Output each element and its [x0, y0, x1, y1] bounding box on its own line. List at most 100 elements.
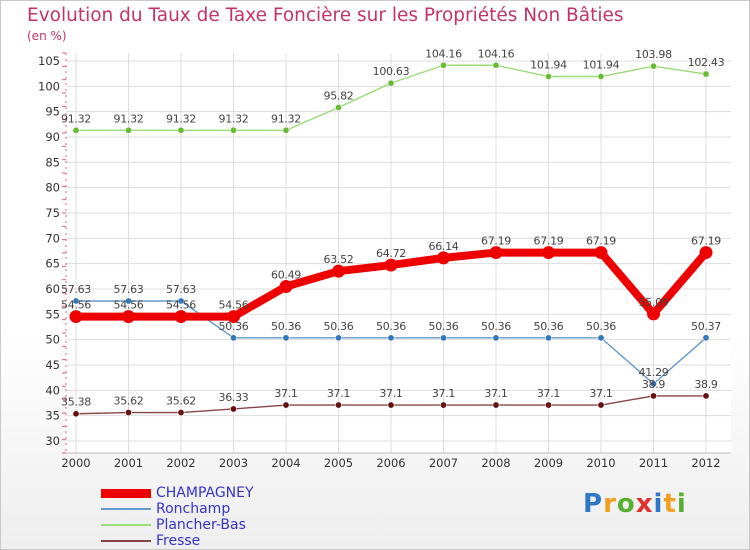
- data-point-plancher-bas: [125, 126, 133, 134]
- data-label-plancher-bas: 91.32: [114, 112, 144, 125]
- data-label-champagney: 54.56: [166, 299, 196, 312]
- data-label-fresse: 37.1: [432, 387, 455, 400]
- y-tick-label: 105: [38, 54, 60, 68]
- data-label-plancher-bas: 91.32: [166, 112, 196, 125]
- data-point-ronchamp: [649, 380, 657, 388]
- y-tick-label: 40: [45, 383, 60, 397]
- y-tick-label: 65: [45, 257, 60, 271]
- data-label-fresse: 35.62: [114, 395, 144, 408]
- x-tick-label: 2002: [166, 456, 195, 470]
- data-point-champagney: [69, 310, 83, 324]
- x-tick-label: 2009: [534, 456, 563, 470]
- data-point-plancher-bas: [492, 61, 500, 69]
- data-label-ronchamp: 50.37: [691, 320, 721, 333]
- data-label-champagney: 67.19: [586, 235, 616, 248]
- data-label-plancher-bas: 95.82: [324, 90, 354, 103]
- data-point-ronchamp: [125, 297, 133, 305]
- data-point-fresse: [544, 401, 552, 409]
- logo-letter: P: [583, 489, 604, 519]
- data-point-champagney: [542, 246, 555, 260]
- data-point-fresse: [282, 401, 290, 409]
- data-label-plancher-bas: 101.94: [530, 59, 567, 72]
- x-tick-label: 2005: [324, 456, 353, 470]
- data-label-champagney: 54.56: [114, 299, 144, 312]
- plot-area: [66, 53, 731, 453]
- data-label-ronchamp: 50.36: [429, 320, 459, 333]
- data-point-plancher-bas: [544, 73, 552, 81]
- logo-letter: x: [635, 489, 654, 519]
- data-label-champagney: 66.14: [429, 240, 459, 253]
- proxiti-logo: Proxiti: [583, 489, 687, 519]
- logo-letter: o: [616, 489, 636, 519]
- data-label-plancher-bas: 101.94: [583, 59, 620, 72]
- data-point-champagney: [384, 258, 398, 272]
- legend-label: CHAMPAGNEY: [156, 485, 254, 501]
- data-label-fresse: 38.9: [642, 378, 666, 391]
- data-label-ronchamp: 50.36: [324, 320, 354, 333]
- data-label-champagney: 54.56: [219, 299, 249, 312]
- logo-letter: r: [603, 489, 617, 519]
- data-point-fresse: [492, 401, 500, 409]
- legend-item: Ronchamp: [101, 501, 254, 517]
- data-point-ronchamp: [439, 334, 447, 342]
- y-tick-label: 35: [45, 409, 60, 423]
- data-point-champagney: [437, 251, 450, 265]
- data-point-plancher-bas: [702, 70, 710, 78]
- y-tick-label: 95: [45, 105, 60, 119]
- logo-letter: i: [676, 489, 687, 519]
- data-label-plancher-bas: 103.98: [635, 48, 672, 61]
- data-label-plancher-bas: 104.16: [425, 47, 462, 60]
- legend-swatch: [101, 488, 151, 498]
- data-label-champagney: 54.56: [61, 299, 91, 312]
- y-tick-label: 55: [45, 307, 60, 321]
- legend-item: Fresse: [101, 533, 254, 549]
- data-label-champagney: 60.49: [271, 269, 301, 282]
- data-label-champagney: 64.72: [376, 247, 406, 260]
- x-tick-label: 2008: [481, 456, 510, 470]
- data-label-fresse: 37.1: [379, 387, 402, 400]
- data-point-ronchamp: [230, 334, 238, 342]
- data-label-champagney: 67.19: [534, 235, 564, 248]
- legend-item: Plancher-Bas: [101, 517, 254, 533]
- data-label-champagney: 67.19: [481, 235, 511, 248]
- y-tick-label: 70: [45, 231, 60, 245]
- data-point-fresse: [230, 405, 238, 413]
- x-tick-label: 2003: [219, 456, 248, 470]
- legend-swatch: [101, 540, 151, 542]
- x-tick-label: 2007: [429, 456, 458, 470]
- data-label-ronchamp: 50.36: [376, 320, 406, 333]
- data-label-ronchamp: 50.36: [481, 320, 511, 333]
- chart-title: Evolution du Taux de Taxe Foncière sur l…: [27, 5, 624, 26]
- data-point-fresse: [72, 410, 80, 418]
- y-tick-label: 60: [45, 282, 60, 296]
- data-point-fresse: [177, 409, 185, 417]
- x-tick-label: 2010: [586, 456, 615, 470]
- data-label-plancher-bas: 102.43: [688, 56, 725, 69]
- x-tick-label: 2001: [114, 456, 143, 470]
- y-tick-label: 30: [45, 434, 60, 448]
- legend-label: Fresse: [156, 533, 201, 549]
- data-label-fresse: 37.1: [589, 387, 612, 400]
- data-label-fresse: 35.38: [61, 396, 91, 409]
- data-label-ronchamp: 50.36: [271, 320, 301, 333]
- data-label-champagney: 67.19: [691, 235, 721, 248]
- data-point-plancher-bas: [334, 104, 342, 112]
- data-label-ronchamp: 50.36: [219, 320, 249, 333]
- chart-unit: (en %): [27, 29, 67, 43]
- y-tick-label: 75: [45, 206, 60, 220]
- data-point-plancher-bas: [230, 126, 238, 134]
- data-label-plancher-bas: 100.63: [373, 65, 410, 78]
- y-tick-label: 80: [45, 181, 60, 195]
- data-point-plancher-bas: [282, 126, 290, 134]
- x-tick-label: 2000: [61, 456, 90, 470]
- data-point-ronchamp: [702, 334, 710, 342]
- data-label-plancher-bas: 91.32: [61, 112, 91, 125]
- data-point-champagney: [332, 264, 345, 278]
- data-point-plancher-bas: [439, 61, 447, 69]
- data-point-ronchamp: [544, 334, 552, 342]
- data-point-fresse: [334, 401, 342, 409]
- data-point-champagney: [594, 246, 608, 260]
- data-point-champagney: [122, 310, 135, 324]
- data-point-ronchamp: [387, 334, 395, 342]
